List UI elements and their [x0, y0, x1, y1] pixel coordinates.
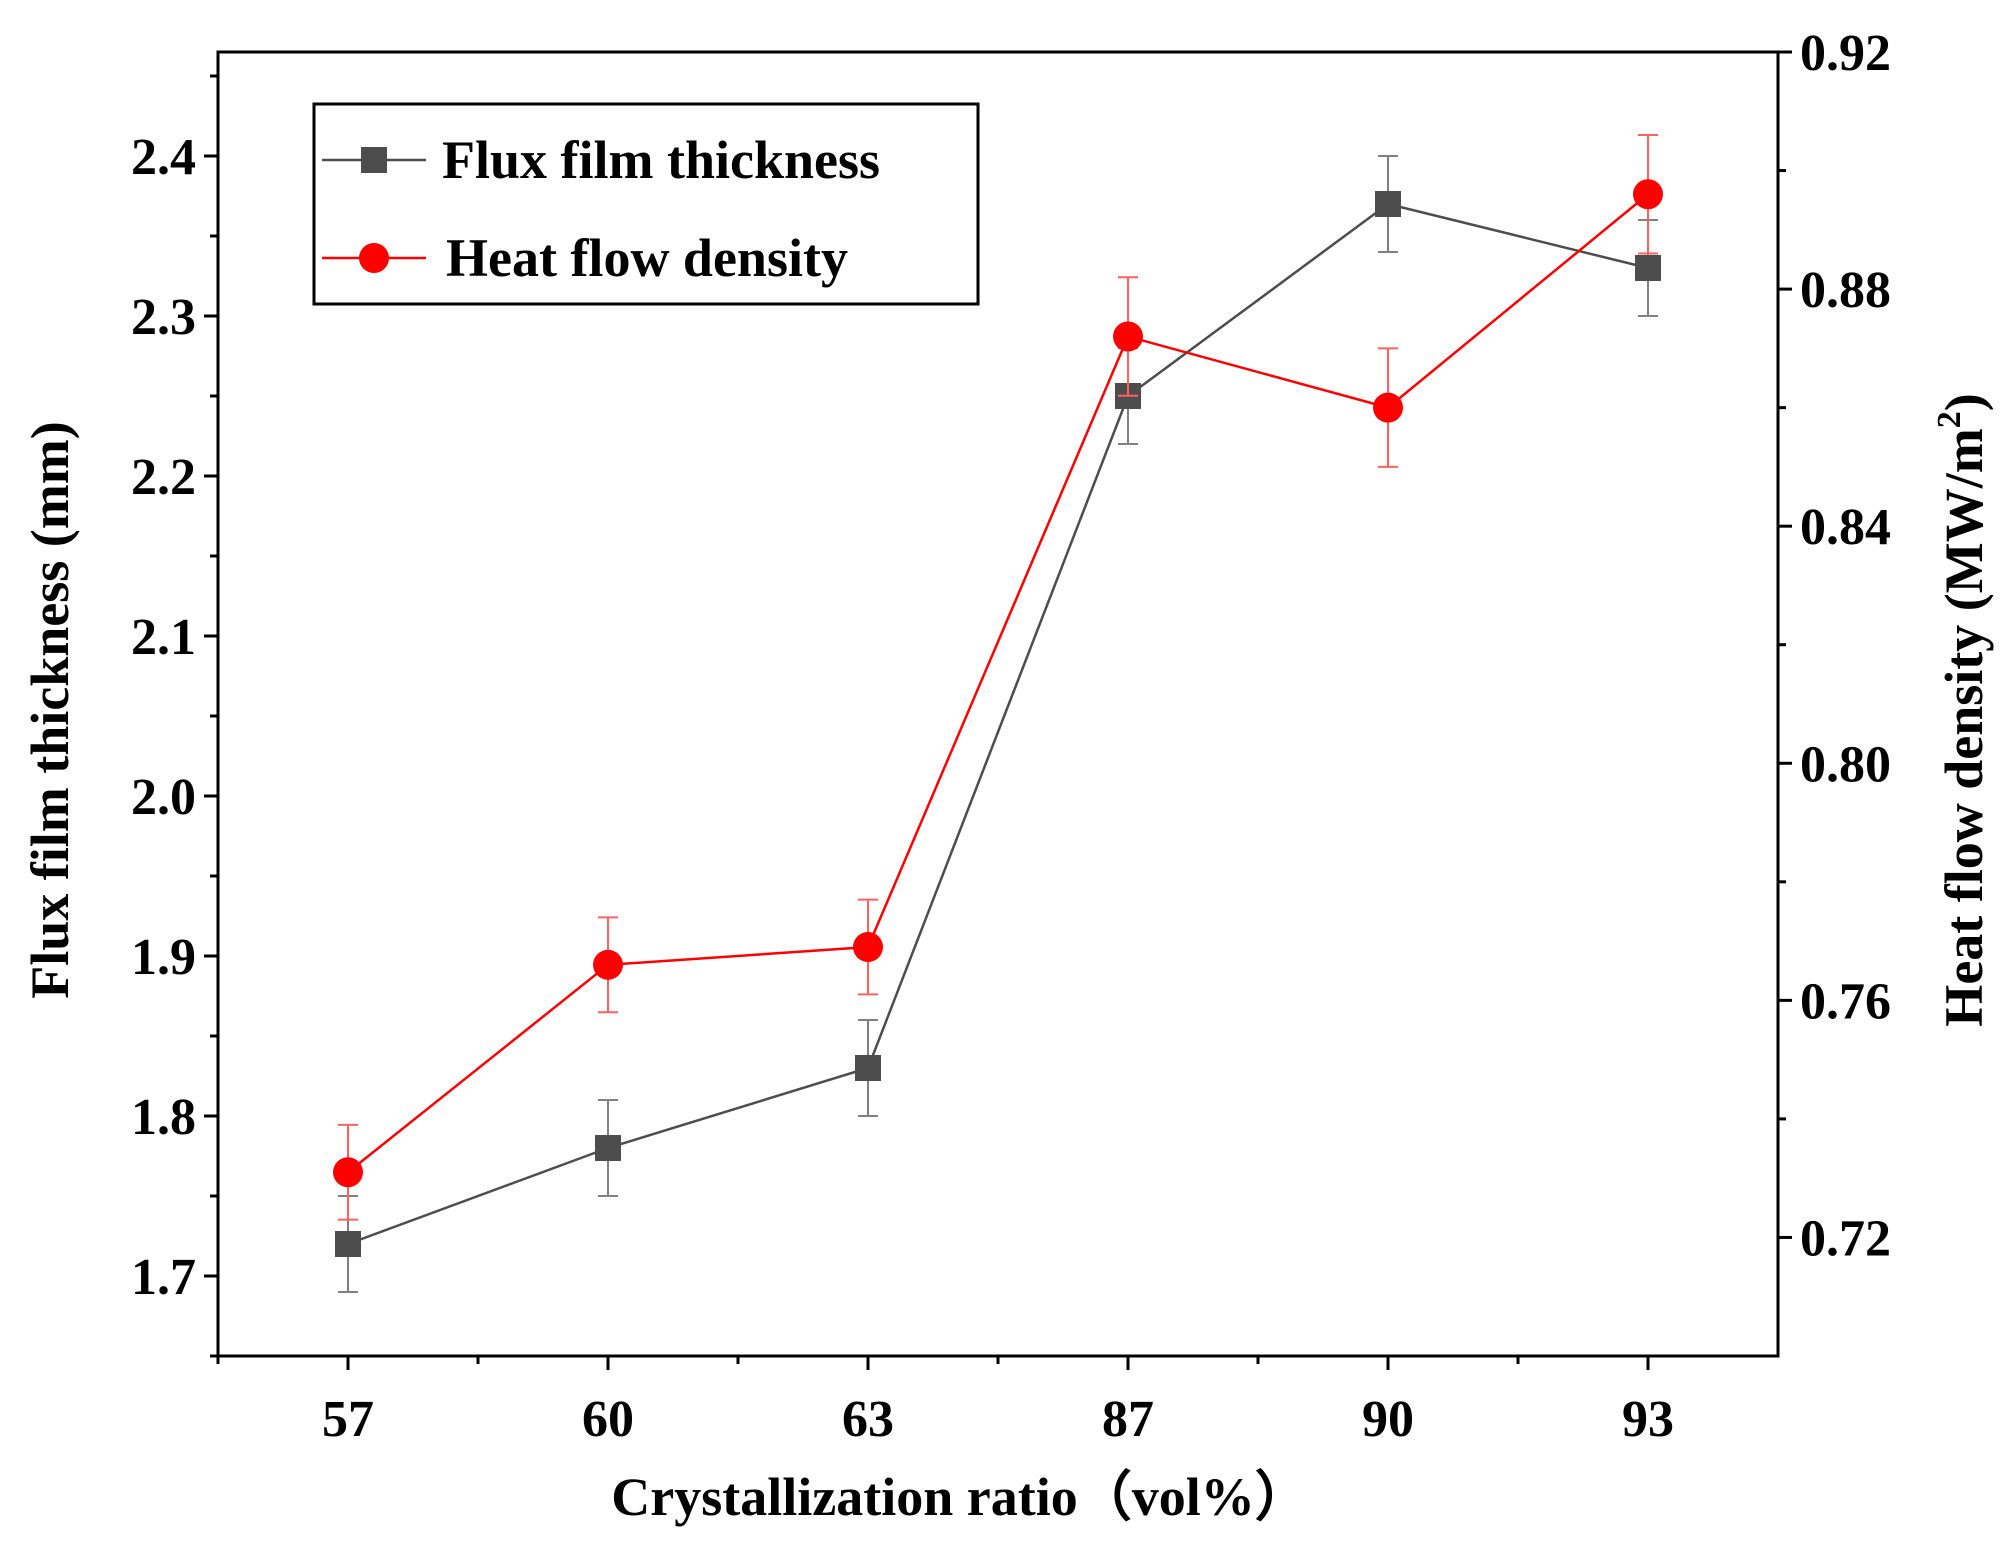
x-tick-label: 87	[1102, 1391, 1154, 1448]
data-point-circle	[1633, 179, 1663, 210]
legend-marker-square	[361, 147, 387, 173]
left-tick-label: 2.0	[131, 769, 196, 826]
data-point-square	[595, 1135, 621, 1161]
x-tick-label: 60	[582, 1391, 634, 1448]
legend-item: Flux film thickness	[322, 130, 880, 190]
right-y-axis-label-superscript: 2	[1931, 411, 1968, 428]
left-y-axis-label: Flux film thickness (mm)	[20, 421, 80, 998]
data-point-circle	[853, 932, 883, 963]
x-tick-label: 63	[842, 1391, 894, 1448]
right-tick-label: 0.76	[1800, 973, 1891, 1030]
data-point-circle	[1113, 321, 1143, 352]
left-tick-label: 1.7	[131, 1249, 196, 1306]
x-tick-label: 57	[322, 1391, 374, 1448]
legend-label: Flux film thickness	[442, 130, 880, 190]
x-tick-label: 93	[1622, 1391, 1674, 1448]
x-axis-label: Crystallization ratio（vol%）	[611, 1467, 1308, 1527]
series-line	[347, 202, 1649, 1246]
data-point-square	[1375, 191, 1401, 217]
legend-marker-circle	[359, 243, 389, 273]
left-tick-label: 2.2	[131, 449, 196, 506]
data-point-square	[1635, 255, 1661, 281]
left-tick-label: 1.9	[131, 929, 196, 986]
legend-box	[312, 102, 980, 306]
right-tick-label: 0.84	[1800, 499, 1891, 556]
legend-label: Heat flow density	[446, 228, 848, 288]
left-y-axis: 1.7 1.8 1.9 2.0 2.1 2.2 2.3 2.4	[131, 74, 218, 1358]
legend-item: Heat flow density	[322, 228, 848, 288]
right-y-axis-label-main: Heat flow density (MW/m	[1934, 428, 1994, 1026]
left-tick-label: 1.8	[131, 1089, 196, 1146]
series-flux-film-thickness	[335, 155, 1661, 1293]
series-layer	[333, 133, 1663, 1293]
data-point-square	[855, 1055, 881, 1081]
series-heat-flow-density	[333, 133, 1663, 1221]
data-point-circle	[593, 949, 623, 980]
right-tick-label: 0.92	[1800, 25, 1891, 82]
data-point-square	[335, 1231, 361, 1257]
legend: Flux film thickness Heat flow density	[312, 102, 980, 306]
left-tick-label: 2.4	[131, 129, 196, 186]
left-tick-label: 2.1	[131, 609, 196, 666]
left-tick-label: 2.3	[131, 289, 196, 346]
right-tick-label: 0.80	[1800, 736, 1891, 793]
x-axis: 57 60 63 87 90 93	[216, 1356, 1674, 1448]
right-y-axis: 0.72 0.76 0.80 0.84 0.88 0.92	[1778, 25, 1891, 1267]
right-tick-label: 0.72	[1800, 1210, 1891, 1267]
data-point-circle	[1373, 392, 1403, 423]
data-point-circle	[333, 1157, 363, 1188]
right-y-axis-label-end: )	[1934, 393, 1994, 411]
right-y-axis-label: Heat flow density (MW/m2)	[1931, 393, 1994, 1026]
right-tick-label: 0.88	[1800, 262, 1891, 319]
series-line	[347, 193, 1649, 1174]
x-tick-label: 90	[1362, 1391, 1414, 1448]
